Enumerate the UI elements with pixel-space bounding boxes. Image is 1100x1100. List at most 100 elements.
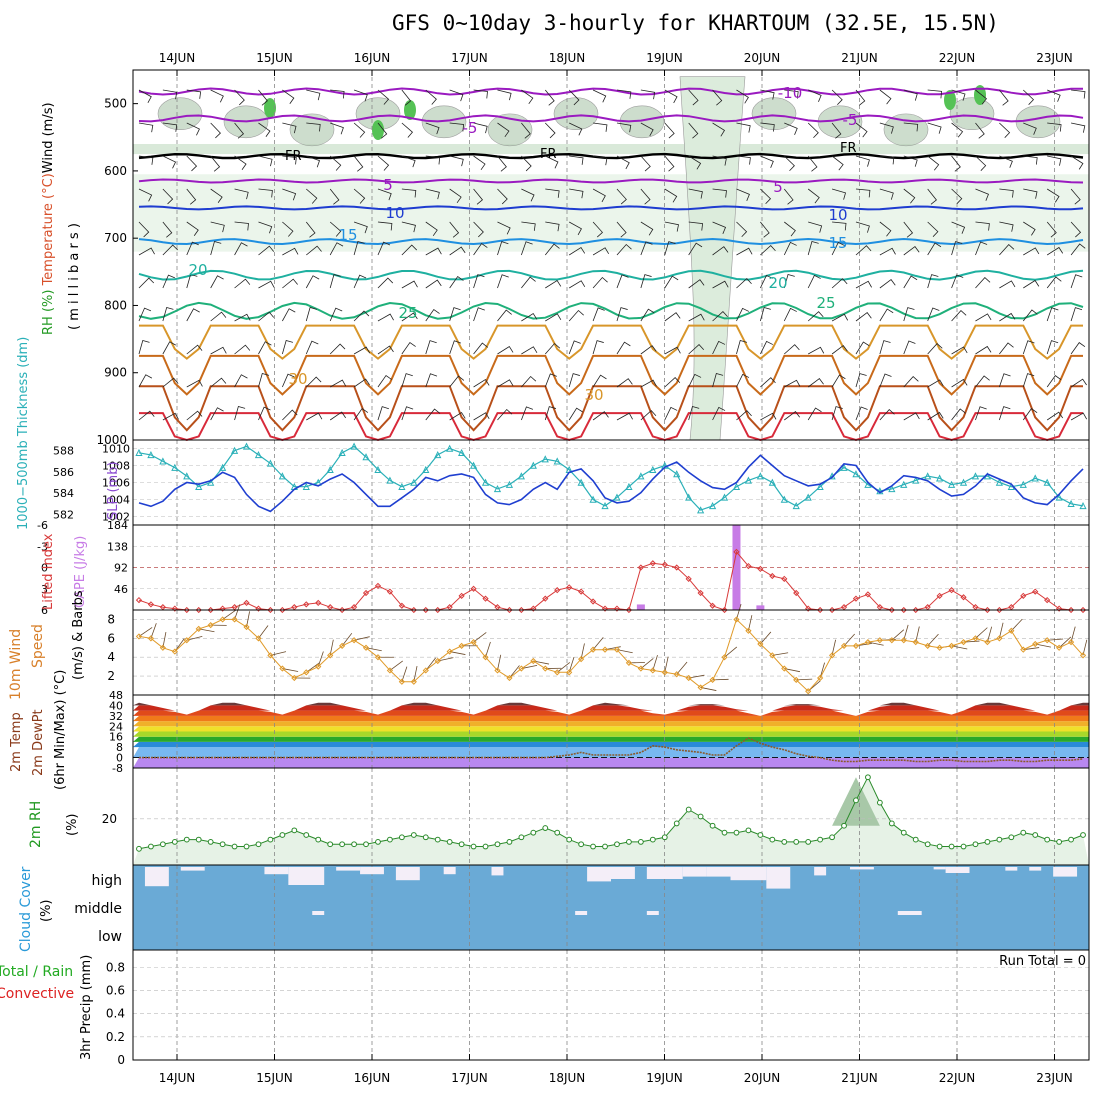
wind-barb-upper	[473, 221, 484, 238]
cloud-high-bar-22	[1053, 867, 1078, 877]
rh-point-53	[769, 836, 776, 843]
wind-speed-point-25	[434, 657, 441, 665]
wind-speed-point-54	[781, 665, 788, 672]
wind-barb-upper	[855, 406, 868, 421]
wind-barb-upper	[807, 122, 819, 139]
cape-axis-label: CAPE (J/kg)	[73, 536, 88, 608]
date-label-top: 22JUN	[939, 51, 976, 65]
wind-barb-upper	[234, 406, 246, 421]
rh-point-69	[960, 843, 967, 850]
thickness-point-35	[553, 457, 561, 465]
rh-point-29	[482, 843, 489, 850]
wind-barb-upper	[329, 343, 346, 355]
dewpoint-line	[139, 737, 1084, 763]
wind-barb-upper	[712, 155, 727, 166]
wind-tick-label: 2	[107, 669, 115, 683]
thickness-point-32	[517, 472, 525, 480]
wind-barb-upper	[1023, 279, 1040, 289]
wind-barb-upper	[544, 89, 555, 106]
wind-barb-upper	[258, 311, 275, 322]
isotherm-label: 10	[385, 204, 404, 222]
wind-barb-upper	[353, 241, 365, 256]
thickness-point-10	[254, 450, 263, 459]
wind-barb-upper	[138, 277, 155, 289]
isotherm-low-0	[139, 324, 1083, 360]
wind-barb-10m	[867, 641, 884, 646]
wind-barb-upper	[162, 274, 176, 289]
rh-point-44	[661, 834, 668, 841]
rh-point-17	[339, 841, 346, 848]
wind-barb-upper	[306, 155, 321, 168]
wind-barb-upper	[712, 188, 727, 198]
wind-barb-upper	[353, 378, 370, 388]
wind-barb-upper	[640, 410, 657, 421]
wind-barb-upper	[234, 188, 249, 200]
wind-barb-upper	[545, 313, 562, 322]
temp-color-band-8	[133, 710, 1089, 716]
wind-barb-upper	[593, 122, 608, 132]
slp-line	[138, 454, 1084, 513]
wind-barb-upper	[688, 122, 699, 139]
wind-barb-upper	[1070, 221, 1082, 238]
wind-barb-upper	[712, 280, 729, 289]
wind-barb-upper	[568, 280, 586, 289]
wind-barb-upper	[903, 221, 914, 238]
freezing-label: FR	[285, 149, 302, 164]
rh-axis-label: RH (%)	[41, 285, 56, 335]
wind-barb-10m	[246, 611, 251, 628]
wind-speed-point-79	[1079, 652, 1087, 659]
wind-barb-upper	[138, 247, 155, 256]
wind-barb-upper	[568, 221, 582, 236]
li-point-12	[279, 606, 286, 614]
thickness-point-75	[1031, 474, 1039, 482]
wind-barb-upper	[473, 378, 490, 388]
wind-speed-point-61	[864, 639, 872, 646]
wind-barb-upper	[401, 280, 418, 289]
rh-high-blob-0	[264, 98, 276, 118]
wind-barb-upper	[879, 308, 894, 322]
wind-barb-upper	[497, 221, 511, 235]
wind-barb-upper	[879, 409, 895, 421]
wind-barb-10m	[425, 657, 436, 671]
wind-barb-upper	[664, 221, 679, 232]
thickness-point-65	[912, 476, 920, 484]
wind-barb-upper	[521, 375, 537, 388]
thickness-point-2	[159, 457, 167, 465]
thickness-point-3	[171, 463, 179, 471]
wind-speed-point-23	[410, 678, 417, 685]
wind-barb-upper	[664, 122, 675, 139]
cloud-mid-bar-1	[575, 911, 588, 915]
rh-point-54	[781, 839, 788, 845]
li-tick-label: 0	[41, 562, 48, 575]
rh-point-27	[458, 841, 465, 848]
wind-barb-upper	[210, 155, 221, 172]
rh-point-41	[626, 839, 632, 845]
slp-tick-label: 1008	[102, 460, 130, 473]
wind-barb-upper	[234, 313, 251, 322]
wind-barb-upper	[497, 122, 510, 138]
wind-barb-upper	[640, 241, 653, 256]
wind-barb-upper	[688, 406, 700, 421]
wind-barb-upper	[473, 188, 484, 205]
rh-point-20	[375, 839, 381, 845]
wind-barb-upper	[521, 221, 536, 231]
wind-barb-upper	[760, 188, 772, 205]
wind-speed-point-5	[195, 625, 202, 632]
li-point-11	[267, 606, 274, 614]
wind-barb-upper	[1023, 155, 1038, 165]
wind-tick-label: 4	[107, 650, 115, 664]
wind-speed-point-37	[578, 656, 585, 663]
wind-barb-10m	[831, 639, 837, 656]
precip-unit-label: 3hr Precip (mm)	[79, 955, 94, 1060]
isotherm-line-1	[138, 114, 1084, 123]
wind-barb-10m	[282, 668, 299, 672]
thickness-point-64	[900, 480, 908, 488]
wind-barb-upper	[377, 89, 390, 105]
wind-speed-point-74	[1020, 646, 1027, 653]
wind-barb-upper	[282, 122, 297, 134]
wind-barb-upper	[449, 375, 465, 388]
wind-barb-10m	[676, 661, 688, 675]
rh-point-21	[387, 836, 393, 843]
wind-barb-upper	[1070, 378, 1087, 388]
wind-barb-10m	[604, 646, 621, 651]
